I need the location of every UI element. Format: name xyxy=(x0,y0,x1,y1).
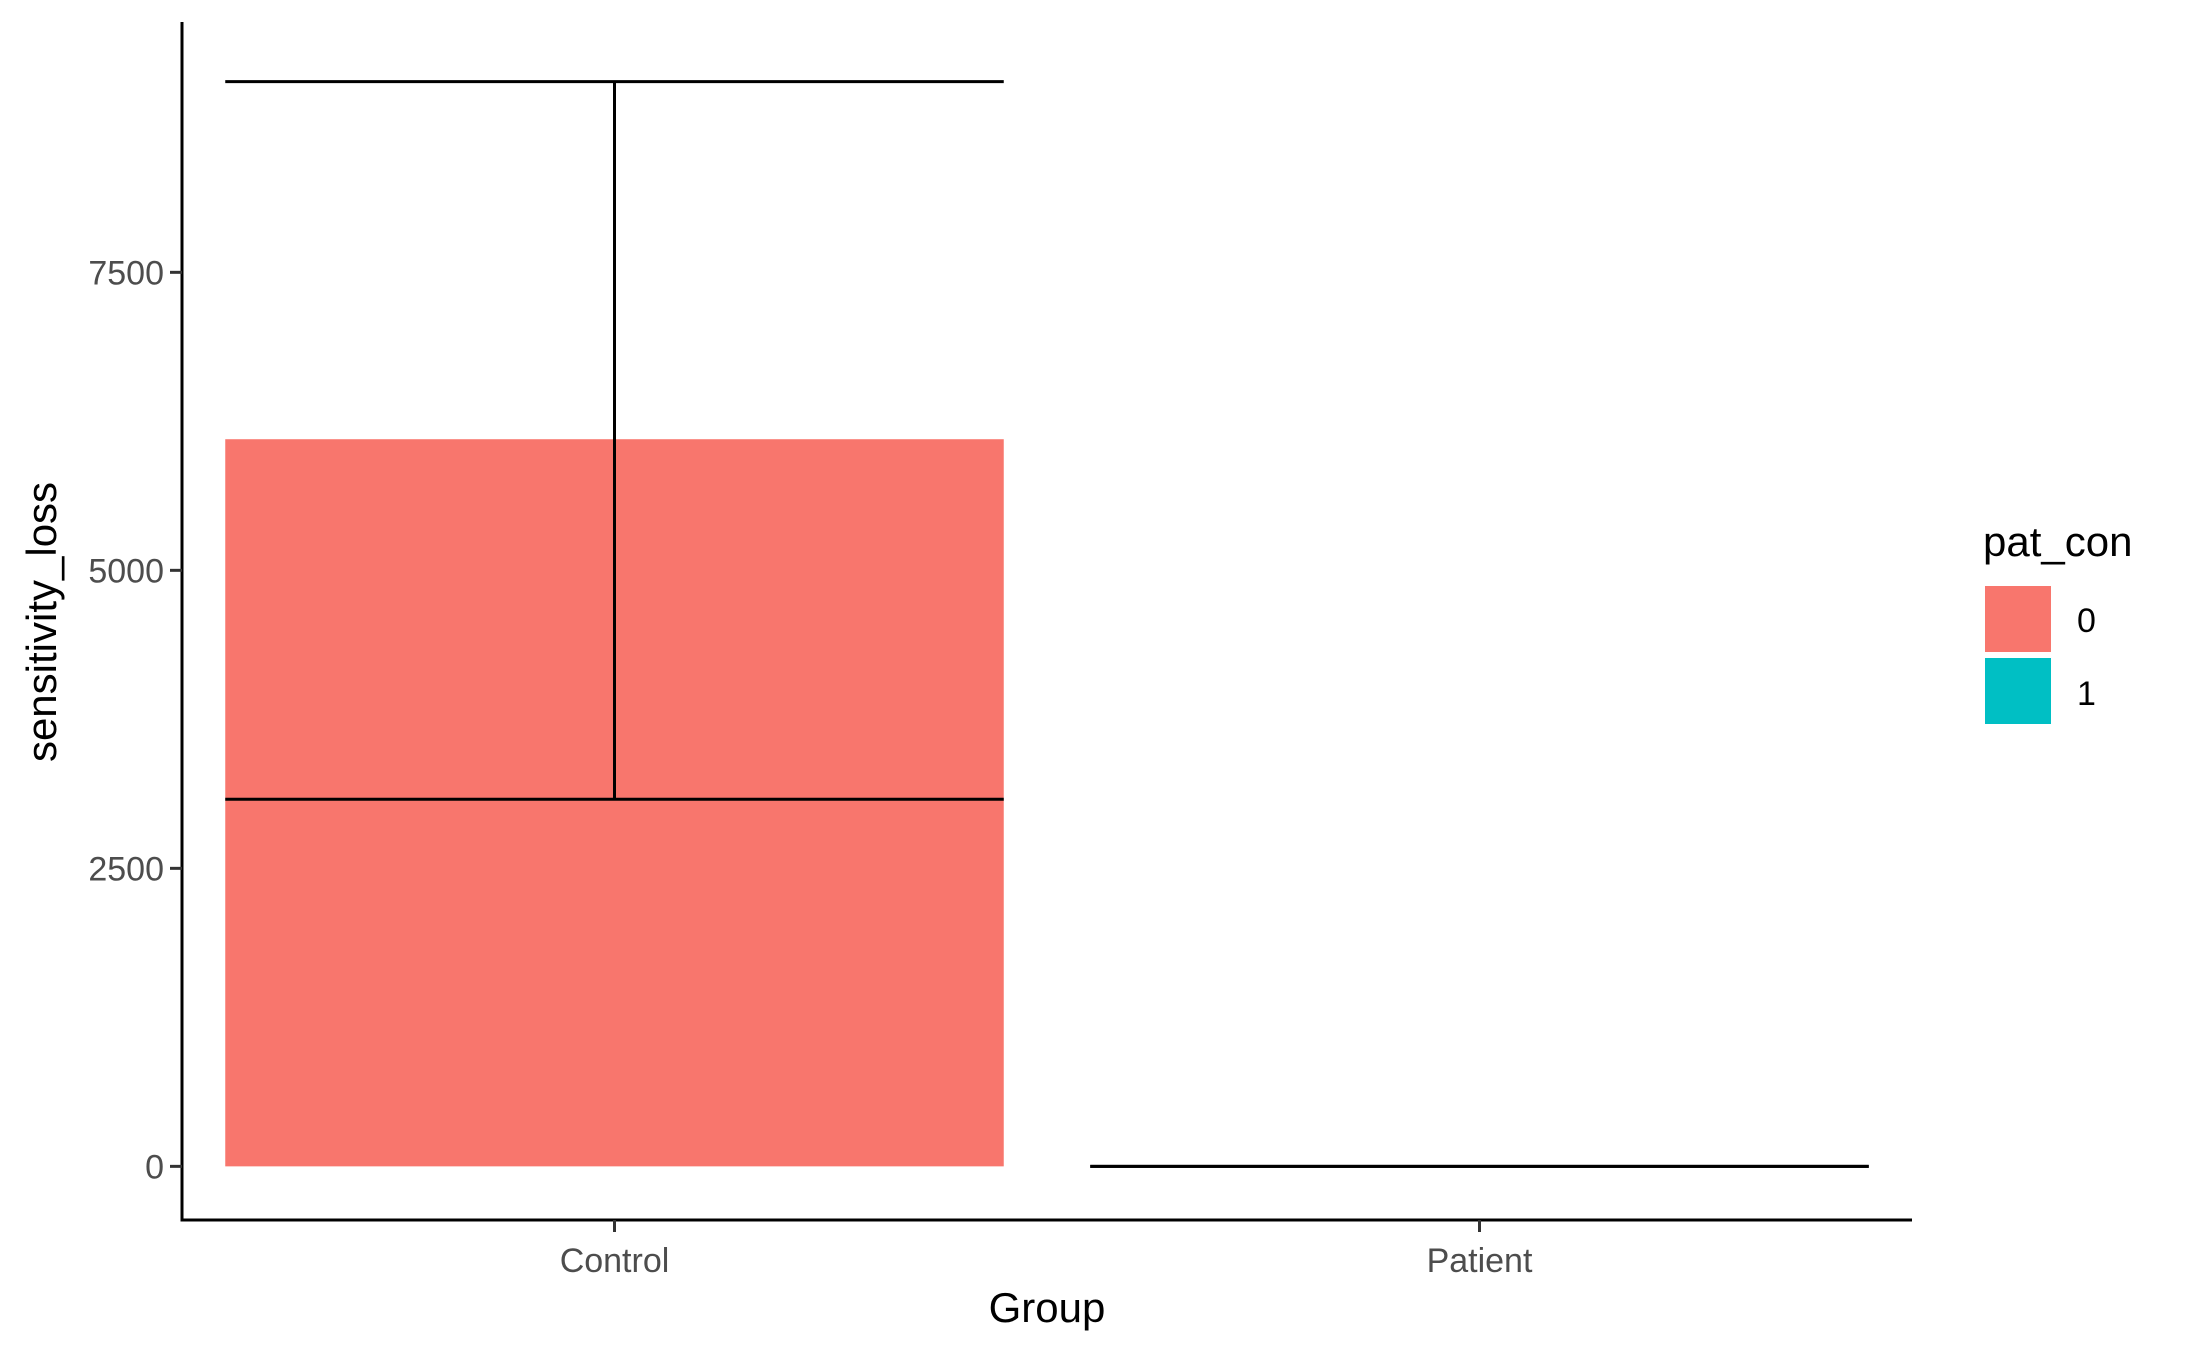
x-tick-label-control: Control xyxy=(560,1242,670,1280)
legend-title: pat_con xyxy=(1983,518,2132,565)
legend: pat_con 0 1 xyxy=(1983,518,2132,724)
legend-entry-0: 0 xyxy=(1985,586,2096,652)
y-tick-label-0: 0 xyxy=(145,1148,164,1186)
x-ticks: Control Patient xyxy=(560,1220,1533,1280)
legend-key-1 xyxy=(1985,658,2051,724)
x-tick-label-patient: Patient xyxy=(1427,1242,1533,1280)
legend-key-0 xyxy=(1985,586,2051,652)
y-tick-label-2: 5000 xyxy=(88,552,164,590)
y-tick-label-1: 2500 xyxy=(88,850,164,888)
legend-label-1: 1 xyxy=(2077,675,2096,713)
legend-label-0: 0 xyxy=(2077,602,2096,640)
errorbar-control xyxy=(225,80,1004,801)
legend-entry-1: 1 xyxy=(1985,658,2096,724)
y-axis-title: sensitivity_loss xyxy=(18,482,65,762)
x-axis-title: Group xyxy=(989,1284,1106,1331)
y-tick-label-3: 7500 xyxy=(88,254,164,292)
y-ticks: 0 2500 5000 7500 xyxy=(88,254,182,1186)
errorbars-layer xyxy=(225,80,1869,1168)
